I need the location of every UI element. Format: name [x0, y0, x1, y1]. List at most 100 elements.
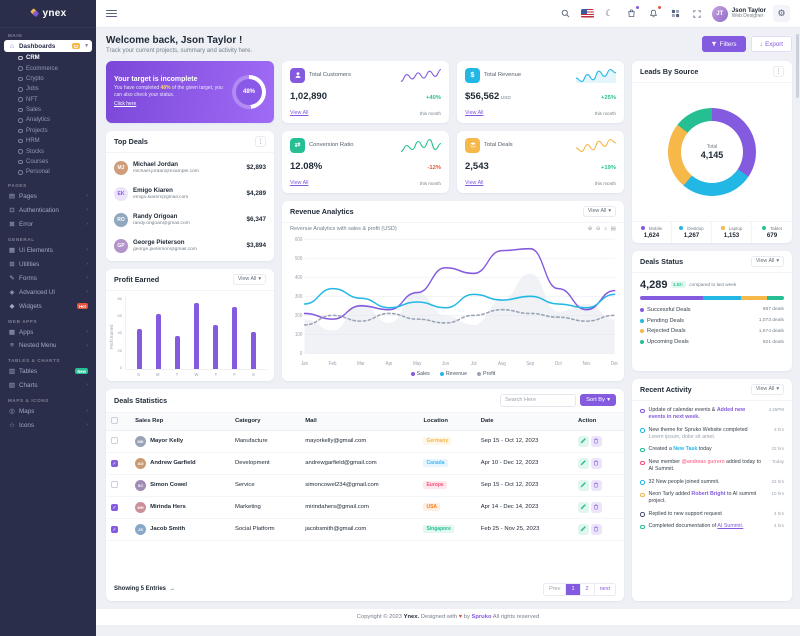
apps-grid-icon[interactable] — [668, 6, 683, 21]
page-footer: Copyright © 2023 Ynex. Designed with ♥ b… — [96, 608, 800, 625]
toolbar-icon[interactable]: ▤ — [610, 225, 616, 232]
sidebar-subitem-projects[interactable]: Projects — [0, 126, 96, 136]
edit-button[interactable] — [577, 479, 589, 491]
designer-link[interactable]: Spruko — [471, 613, 492, 620]
click-here-link[interactable]: Click here — [114, 100, 137, 107]
status-label: Upcoming Deals — [647, 339, 689, 346]
cart-badge — [634, 5, 640, 10]
brand-logo[interactable]: ynex — [0, 0, 96, 28]
export-button[interactable]: ↓ Export — [750, 36, 792, 53]
sidebar-subitem-sales[interactable]: Sales — [0, 105, 96, 115]
row-checkbox[interactable] — [111, 436, 118, 444]
revenue-view-all-button[interactable]: View All ▾ — [582, 205, 616, 217]
bar — [212, 324, 219, 369]
cart-icon[interactable] — [624, 5, 640, 21]
sidebar-item-widgets[interactable]: ◆ Widgets Hot — [9, 302, 88, 310]
fullscreen-icon[interactable] — [690, 6, 705, 21]
scrollbar[interactable] — [796, 34, 799, 98]
svg-text:Sep: Sep — [526, 360, 534, 366]
table-search-input[interactable] — [500, 393, 577, 407]
stat-period: this month — [594, 110, 616, 116]
mail-cell: jacobsmith@gmail.com — [300, 518, 419, 541]
deal-amount: $3,894 — [246, 242, 266, 249]
dark-mode-icon[interactable]: ☾ — [605, 8, 614, 18]
table-row: ✓ AG Andrew Garfield Development andrewgarfi… — [106, 452, 624, 475]
view-all-link[interactable]: View All — [290, 109, 309, 116]
total-deals-icon — [465, 137, 480, 153]
deal-email: randy.origoan@gmail.com — [133, 220, 190, 226]
pagination-page-2[interactable]: 2 — [580, 583, 595, 595]
edit-button[interactable] — [577, 457, 589, 469]
row-checkbox[interactable]: ✓ — [111, 459, 118, 467]
sidebar-item-ui-elements[interactable]: ▦ Ui Elements › — [8, 246, 88, 255]
column-header-mail: Mail — [300, 412, 419, 431]
menu-toggle-icon[interactable] — [106, 8, 117, 20]
sidebar-item-nested-menu[interactable]: ≡ Nested Menu › — [4, 340, 92, 352]
sidebar-item-dashboards[interactable]: ⌂ Dashboards 12 ▾ — [4, 40, 92, 52]
notifications-bell-icon[interactable] — [646, 5, 662, 21]
edit-button[interactable] — [577, 501, 589, 513]
icons-icon: ☆ — [9, 422, 15, 429]
edit-button[interactable] — [577, 435, 589, 447]
sidebar-subitem-jobs[interactable]: Jobs — [0, 84, 96, 94]
language-flag-icon[interactable] — [580, 6, 595, 21]
select-all-checkbox[interactable] — [111, 416, 118, 424]
status-view-all-button[interactable]: View All ▾ — [750, 255, 784, 267]
profit-view-all-button[interactable]: View All ▾ — [232, 273, 266, 285]
svg-text:Oct: Oct — [555, 360, 562, 366]
pagination-prev[interactable]: Prev — [544, 583, 567, 595]
row-checkbox[interactable]: ✓ — [111, 503, 118, 511]
delete-button[interactable] — [590, 457, 602, 469]
filters-button[interactable]: Filters — [702, 36, 746, 53]
activity-view-all-button[interactable]: View All ▾ — [750, 383, 784, 395]
sidebar-item-utilities[interactable]: ⊞ Utilities › — [9, 260, 88, 269]
delete-button[interactable] — [590, 523, 602, 535]
sidebar-subitem-crm[interactable]: CRM — [0, 53, 96, 63]
sidebar-item-forms[interactable]: ✎ Forms › — [9, 274, 88, 283]
delete-button[interactable] — [590, 479, 602, 491]
sidebar-subitem-crypto[interactable]: Crypto — [0, 74, 96, 84]
sidebar-subitem-analytics[interactable]: Analytics — [0, 115, 96, 125]
toolbar-icon[interactable]: ⊖ — [595, 225, 601, 232]
pagination: Prev 1 2 next — [543, 582, 616, 596]
sidebar-subitem-ecommerce[interactable]: Ecommerce — [0, 63, 96, 73]
pagination-page-1[interactable]: 1 — [566, 583, 581, 595]
sidebar-item-charts[interactable]: ▧ Charts › — [8, 381, 88, 390]
search-icon[interactable] — [558, 6, 573, 21]
settings-gear-icon[interactable]: ⚙ — [773, 5, 790, 22]
more-options-icon[interactable]: ⋮ — [255, 135, 266, 147]
sidebar-subitem-stocks[interactable]: Stocks — [0, 146, 96, 156]
sidebar-item-advanced-ui[interactable]: ◈ Advanced UI › — [9, 288, 89, 297]
user-menu[interactable]: JT Json Taylor Web Designer — [711, 5, 766, 22]
sidebar-item-maps[interactable]: ◎ Maps › — [9, 407, 88, 416]
sidebar-item-apps[interactable]: ▩ Apps › — [8, 328, 88, 337]
sidebar-item-error[interactable]: ⊠ Error › — [9, 220, 88, 229]
page-subtitle: Track your current projects, summary and… — [106, 47, 253, 54]
filter-icon — [711, 42, 717, 47]
top-deals-card: Top Deals ⋮ MJ Michael Jordan michael.jord… — [106, 130, 274, 261]
row-checkbox[interactable]: ✓ — [111, 525, 118, 533]
sidebar-subitem-nft[interactable]: NFT — [0, 95, 96, 105]
edit-button[interactable] — [577, 523, 589, 535]
sidebar-item-authentication[interactable]: ⊡ Authentication › — [9, 206, 88, 215]
sidebar-subitem-personal[interactable]: Personal — [0, 167, 96, 177]
row-checkbox[interactable] — [111, 480, 118, 488]
view-all-link[interactable]: View All — [465, 109, 484, 116]
sidebar-item-pages[interactable]: ▤ Pages › — [8, 192, 88, 201]
sort-by-button[interactable]: Sort By ▾ — [580, 394, 616, 406]
pagination-next[interactable]: next — [594, 583, 615, 595]
stat-card-conversion-ratio: ⇄ Conversion Ratio 12.08% View All -12% this … — [282, 130, 449, 193]
delete-button[interactable] — [590, 435, 602, 447]
toolbar-icon[interactable]: ⌂ — [603, 225, 608, 232]
sidebar-item-icons[interactable]: ☆ Icons › — [9, 421, 88, 430]
toolbar-icon[interactable]: ⊕ — [587, 225, 593, 232]
view-all-link[interactable]: View All — [290, 179, 309, 186]
view-all-link[interactable]: View All — [465, 179, 484, 186]
location-badge: Europe — [423, 481, 447, 489]
delete-button[interactable] — [590, 501, 602, 513]
sidebar-item-tables[interactable]: ▥ Tables New — [8, 367, 88, 375]
error-icon: ⊠ — [9, 221, 15, 228]
sidebar-subitem-courses[interactable]: Courses — [0, 157, 96, 167]
more-options-icon[interactable]: ⋮ — [773, 65, 784, 77]
sidebar-subitem-hrm[interactable]: HRM — [0, 136, 96, 146]
